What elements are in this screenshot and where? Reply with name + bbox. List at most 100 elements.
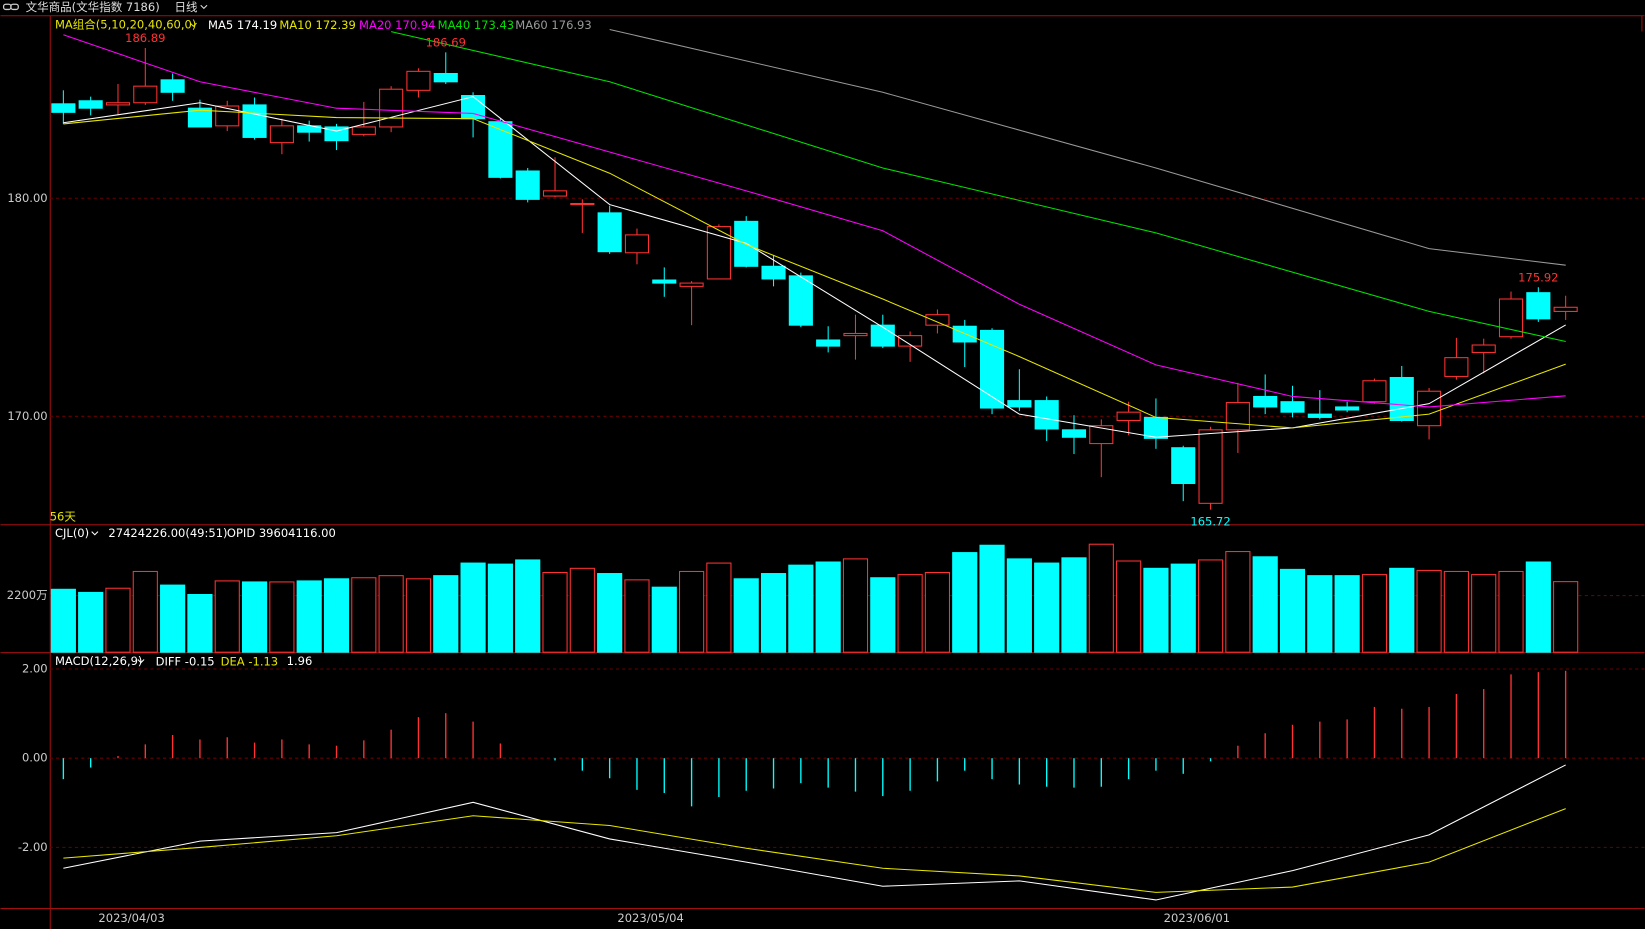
y-tick-label: -2.00 xyxy=(18,840,48,854)
candle-body xyxy=(1089,425,1114,445)
legend-entry: MA20 170.94 xyxy=(359,18,435,32)
dropdown-arrow[interactable] xyxy=(189,22,197,27)
candle-body xyxy=(542,190,568,197)
legend-value: 176.93 xyxy=(551,18,591,32)
volume-bar xyxy=(624,579,650,653)
volume-bar xyxy=(733,578,759,653)
dropdown-arrow[interactable] xyxy=(200,4,208,10)
candle-body xyxy=(1389,376,1414,421)
volume-bar xyxy=(433,575,459,653)
opid-text: OPID 39604116.00 xyxy=(227,526,336,540)
volume-bar xyxy=(1389,567,1415,653)
legend-name: MA5 xyxy=(208,18,233,32)
y-tick-label: 2.00 xyxy=(22,662,48,676)
macd-label[interactable]: MACD(12,26,9) xyxy=(55,654,142,668)
candle-body xyxy=(1143,416,1168,439)
legend-entry: DIFF -0.15 xyxy=(156,654,215,668)
volume-bar xyxy=(460,562,486,653)
candle-body xyxy=(160,79,185,93)
volume-bar xyxy=(351,577,377,653)
high-label: 186.89 xyxy=(125,31,165,45)
candle-body xyxy=(1034,400,1059,430)
volume-bar xyxy=(515,559,541,653)
x-tick-label: 2023/05/04 xyxy=(617,911,683,925)
candle-body xyxy=(379,88,404,128)
volume-bar xyxy=(924,572,951,653)
candle-body xyxy=(351,126,376,135)
volume-bar xyxy=(187,594,213,653)
candle-body xyxy=(1280,401,1305,413)
volume-bar xyxy=(1334,575,1360,653)
volume-bar xyxy=(1034,562,1060,653)
candle-body xyxy=(515,170,540,200)
legend-entry: MA5 174.19 xyxy=(208,18,277,32)
volume-bar xyxy=(405,578,432,653)
candle-body xyxy=(788,275,813,326)
instrument-title: 文华商品(文华指数 7186) xyxy=(26,0,160,14)
volume-bar xyxy=(1088,543,1114,653)
legend-name: MA20 xyxy=(359,18,391,32)
volume-bar xyxy=(1116,560,1142,653)
candle-body xyxy=(1061,429,1087,438)
volume-bar xyxy=(706,562,732,653)
volume-text: 27424226.00(49:51) xyxy=(108,526,227,540)
volume-bar xyxy=(952,552,978,653)
candle-body xyxy=(133,85,158,104)
count-label: 56天 xyxy=(50,509,77,523)
x-tick-label: 2023/06/01 xyxy=(1164,911,1230,925)
volume-bar xyxy=(842,558,869,653)
volume-bar xyxy=(870,577,896,653)
volume-bar xyxy=(1525,561,1551,653)
candle-body xyxy=(706,226,731,280)
candle-body xyxy=(105,102,131,106)
candle-body xyxy=(433,72,458,83)
x-tick-label: 2023/04/03 xyxy=(98,911,164,925)
candle-body xyxy=(1253,395,1278,408)
ma-line xyxy=(391,31,1566,343)
candle-body xyxy=(51,103,76,113)
macd-line xyxy=(63,808,1566,893)
volume-bar xyxy=(1307,575,1333,653)
candle-body xyxy=(1362,380,1387,403)
volume-bar xyxy=(1225,551,1251,653)
volume-bar xyxy=(569,567,595,653)
legend-entry: MA10 172.39 xyxy=(279,18,355,32)
candle-body xyxy=(187,107,212,128)
candle-body xyxy=(1335,406,1360,411)
legend-entry: DEA -1.13 xyxy=(221,654,279,668)
candle-body xyxy=(1498,298,1524,338)
volume-bar xyxy=(323,578,350,653)
candle-body xyxy=(215,105,240,127)
legend-name: MA60 xyxy=(515,18,547,32)
volume-bar xyxy=(1361,574,1388,653)
volume-bar xyxy=(760,573,787,653)
candle-body xyxy=(597,212,622,253)
volume-bar xyxy=(788,564,814,653)
ma-line xyxy=(63,96,1566,438)
candle-body xyxy=(870,324,895,347)
volume-bar xyxy=(214,580,240,653)
legend-value: -1.13 xyxy=(248,654,278,668)
period-selector[interactable]: 日线 xyxy=(175,0,199,14)
volume-bar xyxy=(1443,570,1469,653)
volume-bar xyxy=(269,581,295,653)
volume-bar xyxy=(78,591,104,653)
volume-bar xyxy=(160,584,186,653)
y-tick-label: 180.00 xyxy=(7,191,47,205)
y-tick-label: 2200万 xyxy=(7,588,48,602)
volume-bar xyxy=(1279,568,1306,653)
candle-body xyxy=(1225,402,1250,431)
volume-bar xyxy=(897,574,923,653)
dropdown-arrow[interactable] xyxy=(91,531,99,536)
volume-bar xyxy=(378,575,404,653)
volume-bar xyxy=(979,544,1005,653)
ma-group-label[interactable]: MA组合(5,10,20,40,60,0) xyxy=(55,18,196,32)
volume-label[interactable]: CJL(0) xyxy=(55,526,89,540)
candle-body xyxy=(979,329,1005,409)
dropdown-arrow[interactable] xyxy=(137,659,145,664)
legend-entry: MA40 173.43 xyxy=(438,18,514,32)
volume-bar xyxy=(1143,567,1169,653)
candle-body xyxy=(570,202,595,206)
